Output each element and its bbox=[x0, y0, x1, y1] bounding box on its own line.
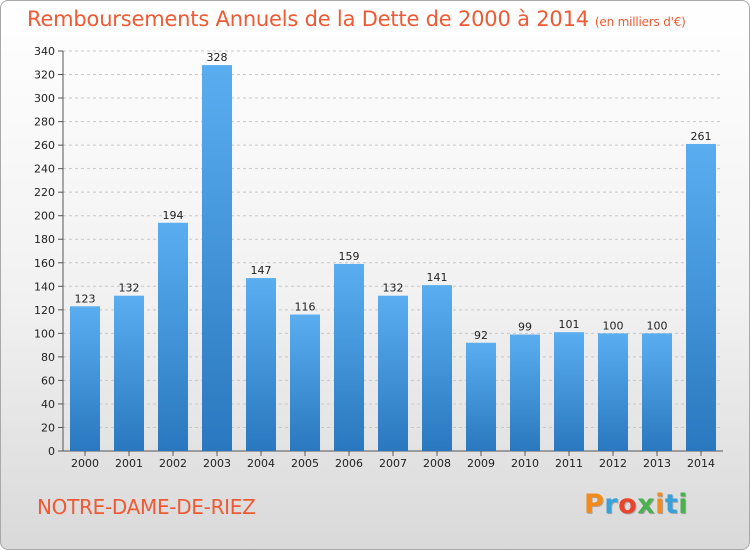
bar-value-label: 116 bbox=[295, 301, 316, 314]
x-tick-label: 2014 bbox=[687, 457, 715, 470]
bar bbox=[686, 143, 716, 452]
x-tick-label: 2009 bbox=[467, 457, 495, 470]
y-tick-label: 340 bbox=[34, 45, 55, 58]
y-tick-label: 240 bbox=[34, 163, 55, 176]
bar bbox=[554, 332, 584, 451]
bar-value-label: 141 bbox=[427, 271, 448, 284]
commune-name: NOTRE-DAME-DE-RIEZ bbox=[37, 495, 256, 519]
x-tick-label: 2000 bbox=[71, 457, 99, 470]
y-tick-label: 140 bbox=[34, 280, 55, 293]
proxiti-logo: Proxiti bbox=[584, 489, 689, 520]
chart-title: Remboursements Annuels de la Dette de 20… bbox=[27, 7, 686, 31]
bar-value-label: 132 bbox=[119, 282, 140, 295]
x-tick-label: 2007 bbox=[379, 457, 407, 470]
bar-value-label: 92 bbox=[474, 329, 488, 342]
bar bbox=[290, 314, 320, 451]
bar bbox=[202, 65, 232, 451]
y-tick-label: 100 bbox=[34, 327, 55, 340]
x-tick-label: 2006 bbox=[335, 457, 363, 470]
bar bbox=[510, 334, 540, 451]
bar-value-label: 159 bbox=[339, 250, 360, 263]
y-tick-label: 260 bbox=[34, 139, 55, 152]
bar bbox=[598, 333, 628, 451]
bar-value-label: 132 bbox=[383, 282, 404, 295]
y-tick-label: 160 bbox=[34, 257, 55, 270]
x-tick-label: 2012 bbox=[599, 457, 627, 470]
bar bbox=[70, 306, 100, 451]
x-tick-label: 2003 bbox=[203, 457, 231, 470]
x-tick-label: 2005 bbox=[291, 457, 319, 470]
bar bbox=[422, 285, 452, 451]
y-tick-label: 120 bbox=[34, 304, 55, 317]
bar-value-label: 99 bbox=[518, 321, 532, 334]
x-tick-label: 2013 bbox=[643, 457, 671, 470]
bar bbox=[246, 278, 276, 451]
bar-value-label: 100 bbox=[603, 319, 624, 332]
bar-value-label: 328 bbox=[207, 51, 228, 64]
y-tick-label: 320 bbox=[34, 69, 55, 82]
y-tick-label: 200 bbox=[34, 210, 55, 223]
y-tick-label: 280 bbox=[34, 116, 55, 129]
y-tick-label: 300 bbox=[34, 92, 55, 105]
bar-value-label: 101 bbox=[559, 318, 580, 331]
y-tick-label: 220 bbox=[34, 186, 55, 199]
x-tick-label: 2004 bbox=[247, 457, 275, 470]
x-tick-label: 2001 bbox=[115, 457, 143, 470]
bar bbox=[642, 333, 672, 451]
bar-value-label: 261 bbox=[691, 130, 712, 143]
y-tick-label: 180 bbox=[34, 233, 55, 246]
bar bbox=[334, 263, 364, 451]
bar-value-label: 123 bbox=[75, 292, 96, 305]
x-tick-label: 2010 bbox=[511, 457, 539, 470]
y-tick-label: 40 bbox=[41, 398, 55, 411]
y-tick-label: 0 bbox=[48, 445, 55, 458]
y-tick-label: 80 bbox=[41, 351, 55, 364]
bar-value-label: 147 bbox=[251, 264, 272, 277]
x-tick-label: 2002 bbox=[159, 457, 187, 470]
x-tick-label: 2008 bbox=[423, 457, 451, 470]
chart-unit-label: (en milliers d'€) bbox=[594, 15, 686, 29]
bar bbox=[378, 295, 408, 451]
chart-title-text: Remboursements Annuels de la Dette de 20… bbox=[27, 7, 589, 31]
bar bbox=[158, 222, 188, 451]
bar-value-label: 100 bbox=[647, 319, 668, 332]
bar bbox=[114, 295, 144, 451]
y-tick-label: 20 bbox=[41, 421, 55, 434]
x-tick-label: 2011 bbox=[555, 457, 583, 470]
y-tick-label: 60 bbox=[41, 374, 55, 387]
bar-value-label: 194 bbox=[163, 209, 184, 222]
bar bbox=[466, 342, 496, 451]
